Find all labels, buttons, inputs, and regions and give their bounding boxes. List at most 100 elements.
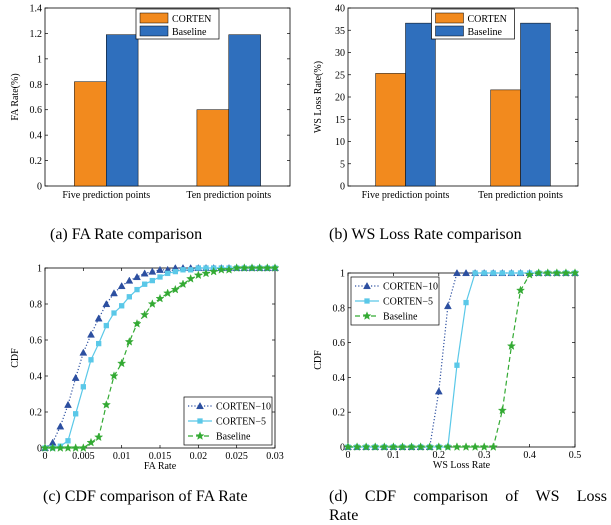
data-point-d-baseline [452,442,462,451]
y-tick-label-a: 0.2 [30,156,43,167]
legend-label-d: CORTEN−10 [383,282,438,293]
data-point-d-corten-5 [472,270,478,276]
data-point-c-corten-5 [180,267,186,273]
data-point-d-baseline [570,268,580,277]
y-tick-label-c: 0 [37,444,42,455]
legend-label-b: Baseline [468,27,503,38]
y-axis-label-a: FA Rate(%) [10,73,21,120]
x-tick-label-d: 0.1 [387,450,400,461]
data-point-c-corten-5 [111,310,117,316]
data-point-c-corten-10 [56,422,65,430]
data-point-c-corten-5 [73,411,79,417]
data-point-d-baseline [534,268,544,277]
data-point-d-baseline [479,442,489,451]
x-tick-label-d: 0.3 [478,450,491,461]
data-point-c-baseline [124,337,134,346]
data-point-c-corten-5 [142,281,148,287]
y-tick-label-c: 0.8 [30,300,43,311]
legend-marker-d-corten-5 [364,298,370,304]
y-tick-label-a: 0.4 [30,131,43,142]
data-point-c-baseline [193,270,203,280]
data-point-c-baseline [232,263,242,272]
y-tick-label-a: 1.2 [30,29,43,40]
legend-label-d: CORTEN−5 [383,297,433,308]
data-point-c-baseline [55,443,65,452]
data-point-d-corten-10 [462,268,470,277]
y-tick-label-a: 1 [37,54,42,65]
data-point-d-corten-10 [453,268,461,277]
data-point-c-corten-5 [119,303,125,309]
data-point-c-baseline [262,263,272,272]
legend-marker-d-baseline [362,311,372,320]
y-tick-label-b: 25 [335,70,345,81]
y-tick-label-c: 1 [37,264,42,275]
legend-label-a: Baseline [172,27,207,38]
data-point-c-baseline [140,310,150,319]
y-tick-label-b: 30 [335,48,345,59]
data-point-c-corten-5 [195,265,201,271]
y-tick-label-d: 0.2 [333,408,346,419]
x-tick-label-d: 0 [346,450,351,461]
data-point-d-baseline [370,442,380,451]
x-tick-label-c: 0.03 [266,451,284,462]
legend-marker-d-corten-10 [363,281,371,290]
data-point-c-baseline [132,319,142,328]
data-point-d-baseline [488,442,498,451]
data-point-c-corten-5 [65,438,71,444]
data-point-c-corten-5 [96,340,102,347]
data-point-d-corten-5 [454,362,460,368]
caption-d-line-2: Rate [329,507,359,524]
data-point-c-baseline [239,263,249,272]
data-point-c-baseline [63,443,73,452]
caption-d-line-1: (d) CDF comparison of WS Loss [329,488,607,505]
data-point-d-corten-5 [490,270,496,276]
bar-b-baseline-1 [520,22,551,187]
data-point-c-corten-5 [88,357,94,363]
data-point-d-baseline [525,269,535,279]
data-point-c-baseline [40,443,50,452]
data-point-c-baseline [109,371,119,380]
y-axis-label-b: WS Loss Rate(%) [313,61,324,133]
x-tick-label-c: 0.025 [225,451,248,462]
data-point-c-corten-10 [71,373,80,381]
data-point-d-baseline [516,285,526,295]
data-point-d-baseline [388,442,398,451]
data-point-d-baseline [552,268,562,277]
y-tick-label-b: 40 [335,4,345,15]
data-point-d-baseline [425,442,435,451]
data-point-d-corten-5 [517,270,524,276]
data-point-c-baseline [247,263,257,272]
data-point-d-baseline [561,268,571,277]
legend-marker-c-baseline [195,431,205,440]
data-point-c-baseline [78,443,88,452]
data-point-d-corten-10 [434,387,443,395]
legend-marker-c-corten-5 [197,418,203,424]
data-point-c-baseline [163,288,173,298]
data-point-c-corten-10 [102,299,111,308]
data-point-c-baseline [86,437,96,447]
legend-marker-c-corten-10 [196,401,204,410]
caption-a: (a) FA Rate comparison [50,226,203,243]
data-point-d-baseline [470,442,480,451]
x-category-label-b: Five prediction points [362,190,450,201]
y-tick-label-d: 0 [340,443,345,454]
legend-swatch-a [139,12,169,24]
x-tick-label-d: 0.4 [523,450,536,461]
x-tick-label-c: 0 [43,451,48,462]
data-point-c-baseline [224,265,234,274]
data-point-d-baseline [416,442,426,451]
data-point-c-baseline [94,432,104,442]
legend-swatch-b [435,25,464,37]
bar-b-corten-0 [375,73,406,187]
data-point-d-baseline [497,405,507,415]
bar-a-baseline-0 [106,34,139,187]
data-point-c-baseline [178,279,188,289]
data-point-c-corten-5 [165,270,171,277]
y-tick-label-c: 0.6 [30,336,43,347]
data-point-c-baseline [201,268,211,278]
bar-b-baseline-0 [405,22,436,187]
data-point-c-corten-5 [188,267,194,273]
data-point-c-corten-10 [64,400,72,408]
